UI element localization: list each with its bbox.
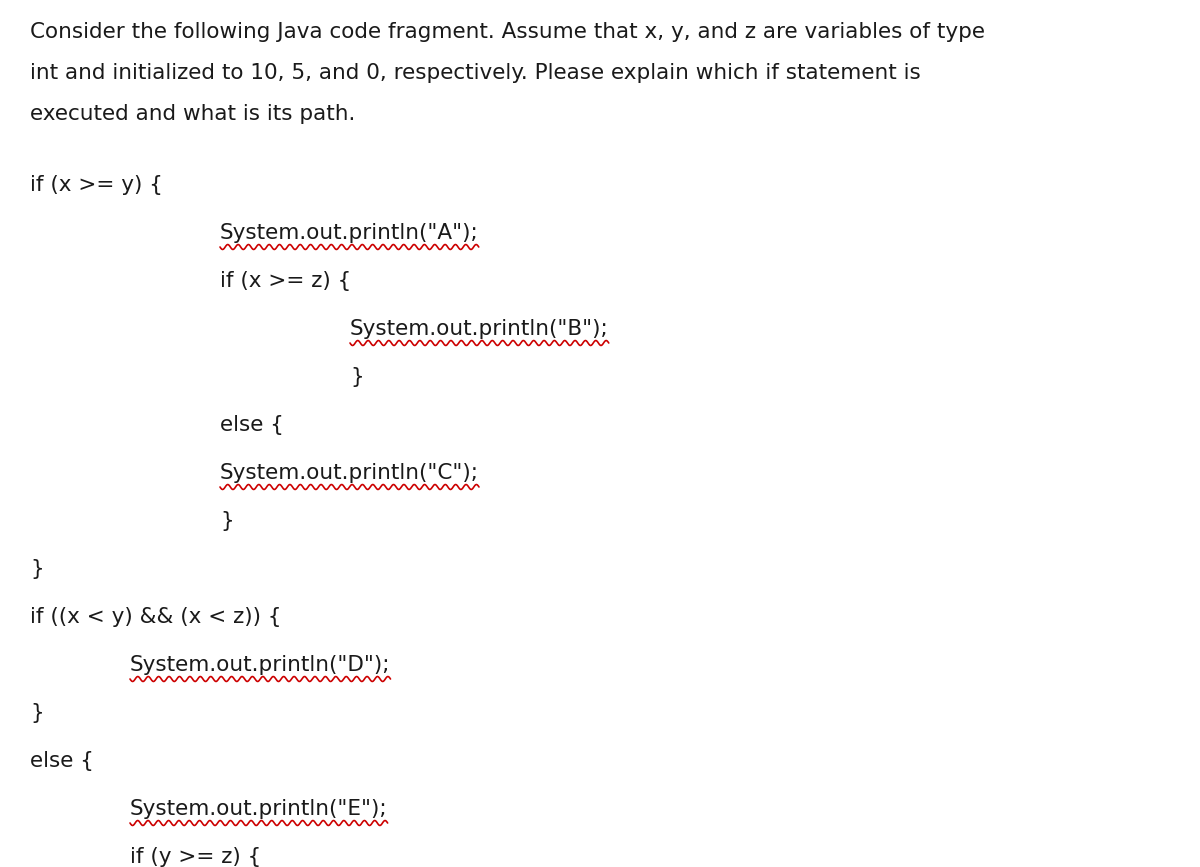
Text: else {: else {: [220, 415, 284, 435]
Text: executed and what is its path.: executed and what is its path.: [30, 104, 355, 124]
Text: System.out.println("E");: System.out.println("E");: [130, 799, 388, 819]
Text: if (x >= y) {: if (x >= y) {: [30, 175, 163, 195]
Text: Consider the following Java code fragment. Assume that x, y, and z are variables: Consider the following Java code fragmen…: [30, 22, 985, 42]
Text: System.out.println("D");: System.out.println("D");: [130, 655, 390, 675]
Text: }: }: [30, 559, 43, 579]
Text: System.out.println("C");: System.out.println("C");: [220, 463, 479, 483]
Text: }: }: [30, 703, 43, 723]
Text: if (y >= z) {: if (y >= z) {: [130, 847, 262, 867]
Text: }: }: [220, 511, 234, 531]
Text: int and initialized to 10, 5, and 0, respectively. Please explain which if state: int and initialized to 10, 5, and 0, res…: [30, 63, 920, 83]
Text: System.out.println("A");: System.out.println("A");: [220, 223, 479, 243]
Text: if (x >= z) {: if (x >= z) {: [220, 271, 352, 291]
Text: System.out.println("B");: System.out.println("B");: [350, 319, 608, 339]
Text: }: }: [350, 367, 364, 387]
Text: if ((x < y) && (x < z)) {: if ((x < y) && (x < z)) {: [30, 607, 282, 627]
Text: else {: else {: [30, 751, 94, 771]
